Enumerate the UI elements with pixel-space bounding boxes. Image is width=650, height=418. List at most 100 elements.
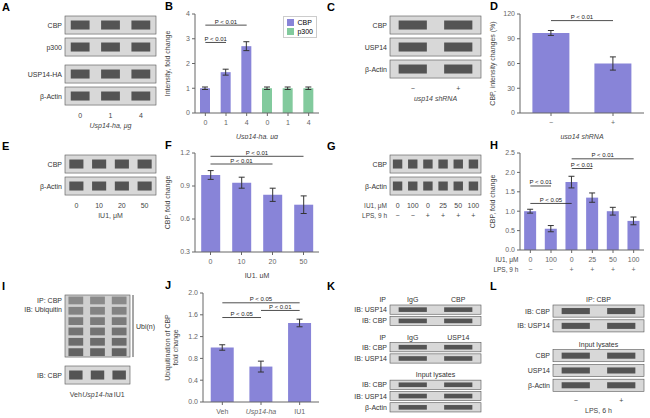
svg-text:β-Actin: β-Actin (365, 404, 387, 412)
svg-text:Veh: Veh (216, 408, 228, 415)
svg-text:P < 0.01: P < 0.01 (215, 19, 238, 25)
svg-text:A: A (8, 1, 10, 13)
svg-text:CBP: CBP (48, 22, 63, 29)
svg-text:β-Actin: β-Actin (365, 183, 387, 191)
svg-text:IP: CBP: IP: CBP (586, 296, 611, 303)
svg-text:IU1: IU1 (114, 391, 125, 398)
svg-text:1: 1 (224, 119, 228, 126)
svg-text:USP14-HA: USP14-HA (28, 71, 63, 78)
svg-text:4: 4 (307, 119, 311, 126)
svg-text:P < 0.01: P < 0.01 (571, 14, 594, 20)
svg-text:IB: USP14: IB: USP14 (517, 322, 550, 329)
svg-text:1.5: 1.5 (505, 188, 515, 195)
svg-text:P < 0.01: P < 0.01 (246, 150, 269, 156)
svg-text:P < 0.01: P < 0.01 (269, 304, 292, 310)
svg-text:P < 0.01: P < 0.01 (230, 158, 253, 164)
svg-text:C: C (327, 1, 335, 13)
svg-text:Usp14-ha, μg: Usp14-ha, μg (236, 133, 278, 139)
svg-text:0: 0 (74, 202, 78, 209)
svg-text:IP: CBP: IP: CBP (37, 297, 62, 304)
svg-text:−: − (549, 119, 553, 126)
svg-text:usp14 shRNA: usp14 shRNA (414, 95, 458, 103)
svg-text:IB: CBP: IB: CBP (362, 317, 387, 324)
svg-text:usp14 shRNA: usp14 shRNA (560, 133, 604, 139)
svg-text:+: + (456, 85, 460, 92)
svg-text:+: + (426, 212, 430, 219)
svg-text:P < 0.05: P < 0.05 (250, 296, 273, 302)
svg-text:CBP: CBP (451, 296, 466, 303)
svg-text:+: + (619, 397, 623, 404)
svg-text:IP: IP (379, 334, 386, 341)
svg-text:0.6: 0.6 (180, 215, 190, 222)
svg-text:K: K (327, 280, 335, 292)
svg-text:0: 0 (511, 109, 515, 116)
svg-text:L: L (490, 280, 497, 292)
svg-text:−: − (549, 266, 553, 273)
svg-text:USP14: USP14 (528, 367, 550, 374)
svg-text:0.0: 0.0 (188, 398, 198, 405)
svg-text:0.0: 0.0 (505, 246, 515, 253)
svg-text:p300: p300 (46, 44, 62, 52)
svg-text:1.2: 1.2 (180, 149, 190, 156)
svg-text:0: 0 (203, 119, 207, 126)
svg-text:Usp14-ha: Usp14-ha (82, 391, 112, 399)
svg-text:0: 0 (396, 202, 400, 209)
svg-text:β-Actin: β-Actin (40, 93, 62, 101)
svg-text:G: G (327, 140, 336, 152)
svg-text:CBP, fold change: CBP, fold change (489, 175, 497, 229)
svg-text:β-Actin: β-Actin (40, 183, 62, 191)
svg-text:β-Actin: β-Actin (365, 66, 387, 74)
svg-text:CBP: CBP (373, 22, 388, 29)
svg-text:Input lysates: Input lysates (416, 371, 456, 379)
svg-text:120: 120 (503, 10, 515, 17)
svg-text:−: − (411, 212, 415, 219)
svg-text:2: 2 (186, 60, 190, 67)
svg-text:0.3: 0.3 (180, 248, 190, 255)
svg-text:1.2: 1.2 (188, 333, 198, 340)
svg-text:+: + (611, 266, 615, 273)
svg-text:60: 60 (507, 60, 515, 67)
svg-text:IU1, μM: IU1, μM (495, 256, 518, 264)
svg-text:+: + (456, 212, 460, 219)
svg-text:0.5: 0.5 (505, 227, 515, 234)
svg-text:4: 4 (139, 112, 143, 119)
svg-text:+: + (632, 266, 636, 273)
svg-text:3: 3 (186, 35, 190, 42)
svg-text:2.0: 2.0 (188, 289, 198, 296)
svg-text:0: 0 (186, 109, 190, 116)
svg-text:LPS, 6 h: LPS, 6 h (585, 407, 612, 414)
svg-text:0.4: 0.4 (188, 377, 198, 384)
svg-text:IB: CBP: IB: CBP (362, 344, 387, 351)
svg-text:P < 0.01: P < 0.01 (529, 179, 552, 185)
svg-text:25: 25 (439, 202, 447, 209)
svg-text:+: + (441, 212, 445, 219)
svg-text:1: 1 (186, 85, 190, 92)
svg-text:100: 100 (407, 202, 419, 209)
svg-text:Usp14-ha: Usp14-ha (246, 408, 276, 416)
svg-text:4: 4 (245, 119, 249, 126)
svg-text:50: 50 (609, 256, 617, 263)
svg-text:10: 10 (95, 202, 103, 209)
svg-text:CBP, fold change: CBP, fold change (164, 176, 172, 230)
svg-text:20: 20 (118, 202, 126, 209)
svg-text:IB: CBP: IB: CBP (362, 381, 387, 388)
svg-text:0.9: 0.9 (180, 182, 190, 189)
svg-text:90: 90 (507, 35, 515, 42)
svg-text:50: 50 (300, 258, 308, 265)
svg-text:30: 30 (507, 85, 515, 92)
svg-text:2.5: 2.5 (505, 149, 515, 156)
svg-text:IU1, μM: IU1, μM (98, 212, 123, 220)
svg-text:USP14: USP14 (365, 44, 387, 51)
svg-text:IB: CBP: IB: CBP (37, 372, 62, 379)
svg-text:IU1, μM: IU1, μM (364, 202, 387, 210)
svg-text:IB: USP14: IB: USP14 (354, 306, 387, 313)
svg-text:CBP: CBP (48, 161, 63, 168)
svg-text:1.6: 1.6 (188, 311, 198, 318)
svg-text:0: 0 (528, 256, 532, 263)
svg-text:25: 25 (588, 256, 596, 263)
svg-text:IU1, μM: IU1, μM (245, 272, 270, 278)
svg-text:Usp14-ha, μg: Usp14-ha, μg (90, 122, 132, 130)
svg-text:IB: CBP: IB: CBP (525, 308, 550, 315)
svg-text:−: − (396, 212, 400, 219)
svg-text:50: 50 (141, 202, 149, 209)
